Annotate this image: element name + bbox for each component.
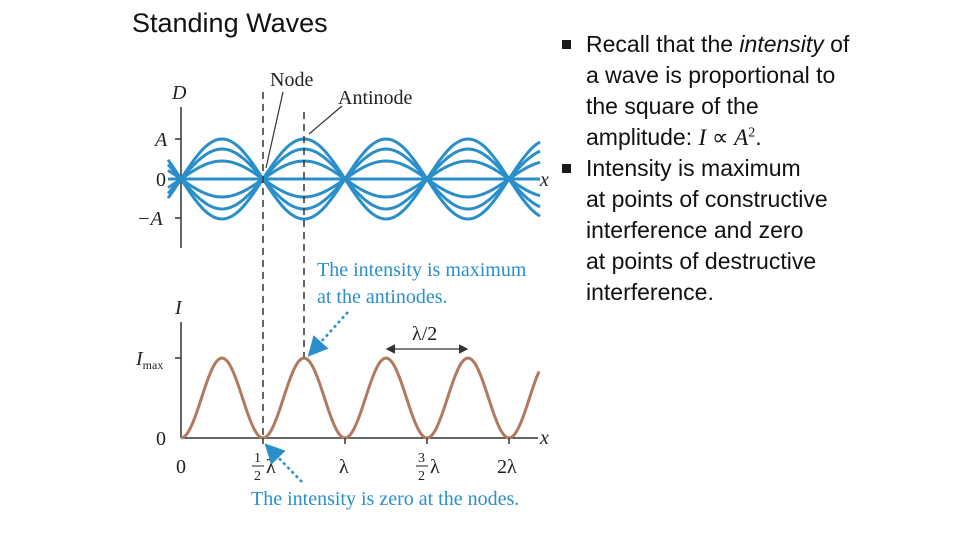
half-lambda-label: λ/2 xyxy=(412,323,437,345)
x-label-half-den: 2 xyxy=(254,469,261,484)
wave-snapshot-4 xyxy=(166,147,541,211)
square-bullet-icon xyxy=(562,40,571,49)
formula-A: A xyxy=(734,125,749,150)
callout-max-line1: The intensity is maximum xyxy=(317,259,527,281)
slide-title: Standing Waves xyxy=(132,8,328,38)
antinode-label: Antinode xyxy=(338,87,413,109)
x-label-three-half-den: 2 xyxy=(418,469,425,484)
callout-max-arrow xyxy=(307,311,349,357)
bullet-intensity-recall: Recall that the intensity of a wave is p… xyxy=(560,29,860,153)
bottom-tick-Imax: Imax xyxy=(135,348,163,372)
top-tick-minus-A: −A xyxy=(137,208,163,230)
bottom-tick-0: 0 xyxy=(156,428,166,450)
formula-exponent: 2 xyxy=(748,125,756,141)
top-x-label: x xyxy=(539,169,549,191)
antinode-pointer-line xyxy=(308,105,343,135)
intensity-curve xyxy=(180,356,541,440)
top-y-label: D xyxy=(171,82,187,104)
proportional-symbol: ∝ xyxy=(706,125,735,150)
node-label: Node xyxy=(270,69,313,91)
wave-snapshot-0 xyxy=(166,137,541,221)
top-tick-0: 0 xyxy=(156,169,166,191)
callout-zero-arrow xyxy=(264,443,303,483)
x-label-half-sym: λ xyxy=(266,456,276,478)
bullet-list: Recall that the intensity of a wave is p… xyxy=(560,29,860,308)
callout-max-line2: at the antinodes. xyxy=(317,286,448,308)
x-label-half-num: 1 xyxy=(254,451,261,466)
wave-snapshot-1 xyxy=(166,147,541,211)
intensity-curve-path xyxy=(180,356,541,440)
x-label-three-half-num: 3 xyxy=(418,451,425,466)
bottom-x-label: x xyxy=(539,427,549,449)
standing-wave-curves xyxy=(166,137,541,221)
x-label-three-half-sym: λ xyxy=(430,456,440,478)
wave-snapshot-3 xyxy=(167,159,541,199)
bullet-intensity-max-zero: Intensity is maximum at points of constr… xyxy=(560,153,860,308)
wave-snapshot-2 xyxy=(167,159,541,199)
italic-intensity: intensity xyxy=(739,31,824,57)
top-tick-A: A xyxy=(153,129,168,151)
formula-I: I xyxy=(698,125,707,150)
wave-snapshot-5 xyxy=(166,137,541,221)
x-label-two-lambda: 2λ xyxy=(497,456,517,478)
x-label-lambda: λ xyxy=(339,456,349,478)
bottom-y-label: I xyxy=(174,297,183,319)
square-bullet-icon xyxy=(562,164,571,173)
node-pointer-line xyxy=(265,91,284,169)
x-label-0: 0 xyxy=(176,456,186,478)
callout-zero-text: The intensity is zero at the nodes. xyxy=(251,488,519,510)
